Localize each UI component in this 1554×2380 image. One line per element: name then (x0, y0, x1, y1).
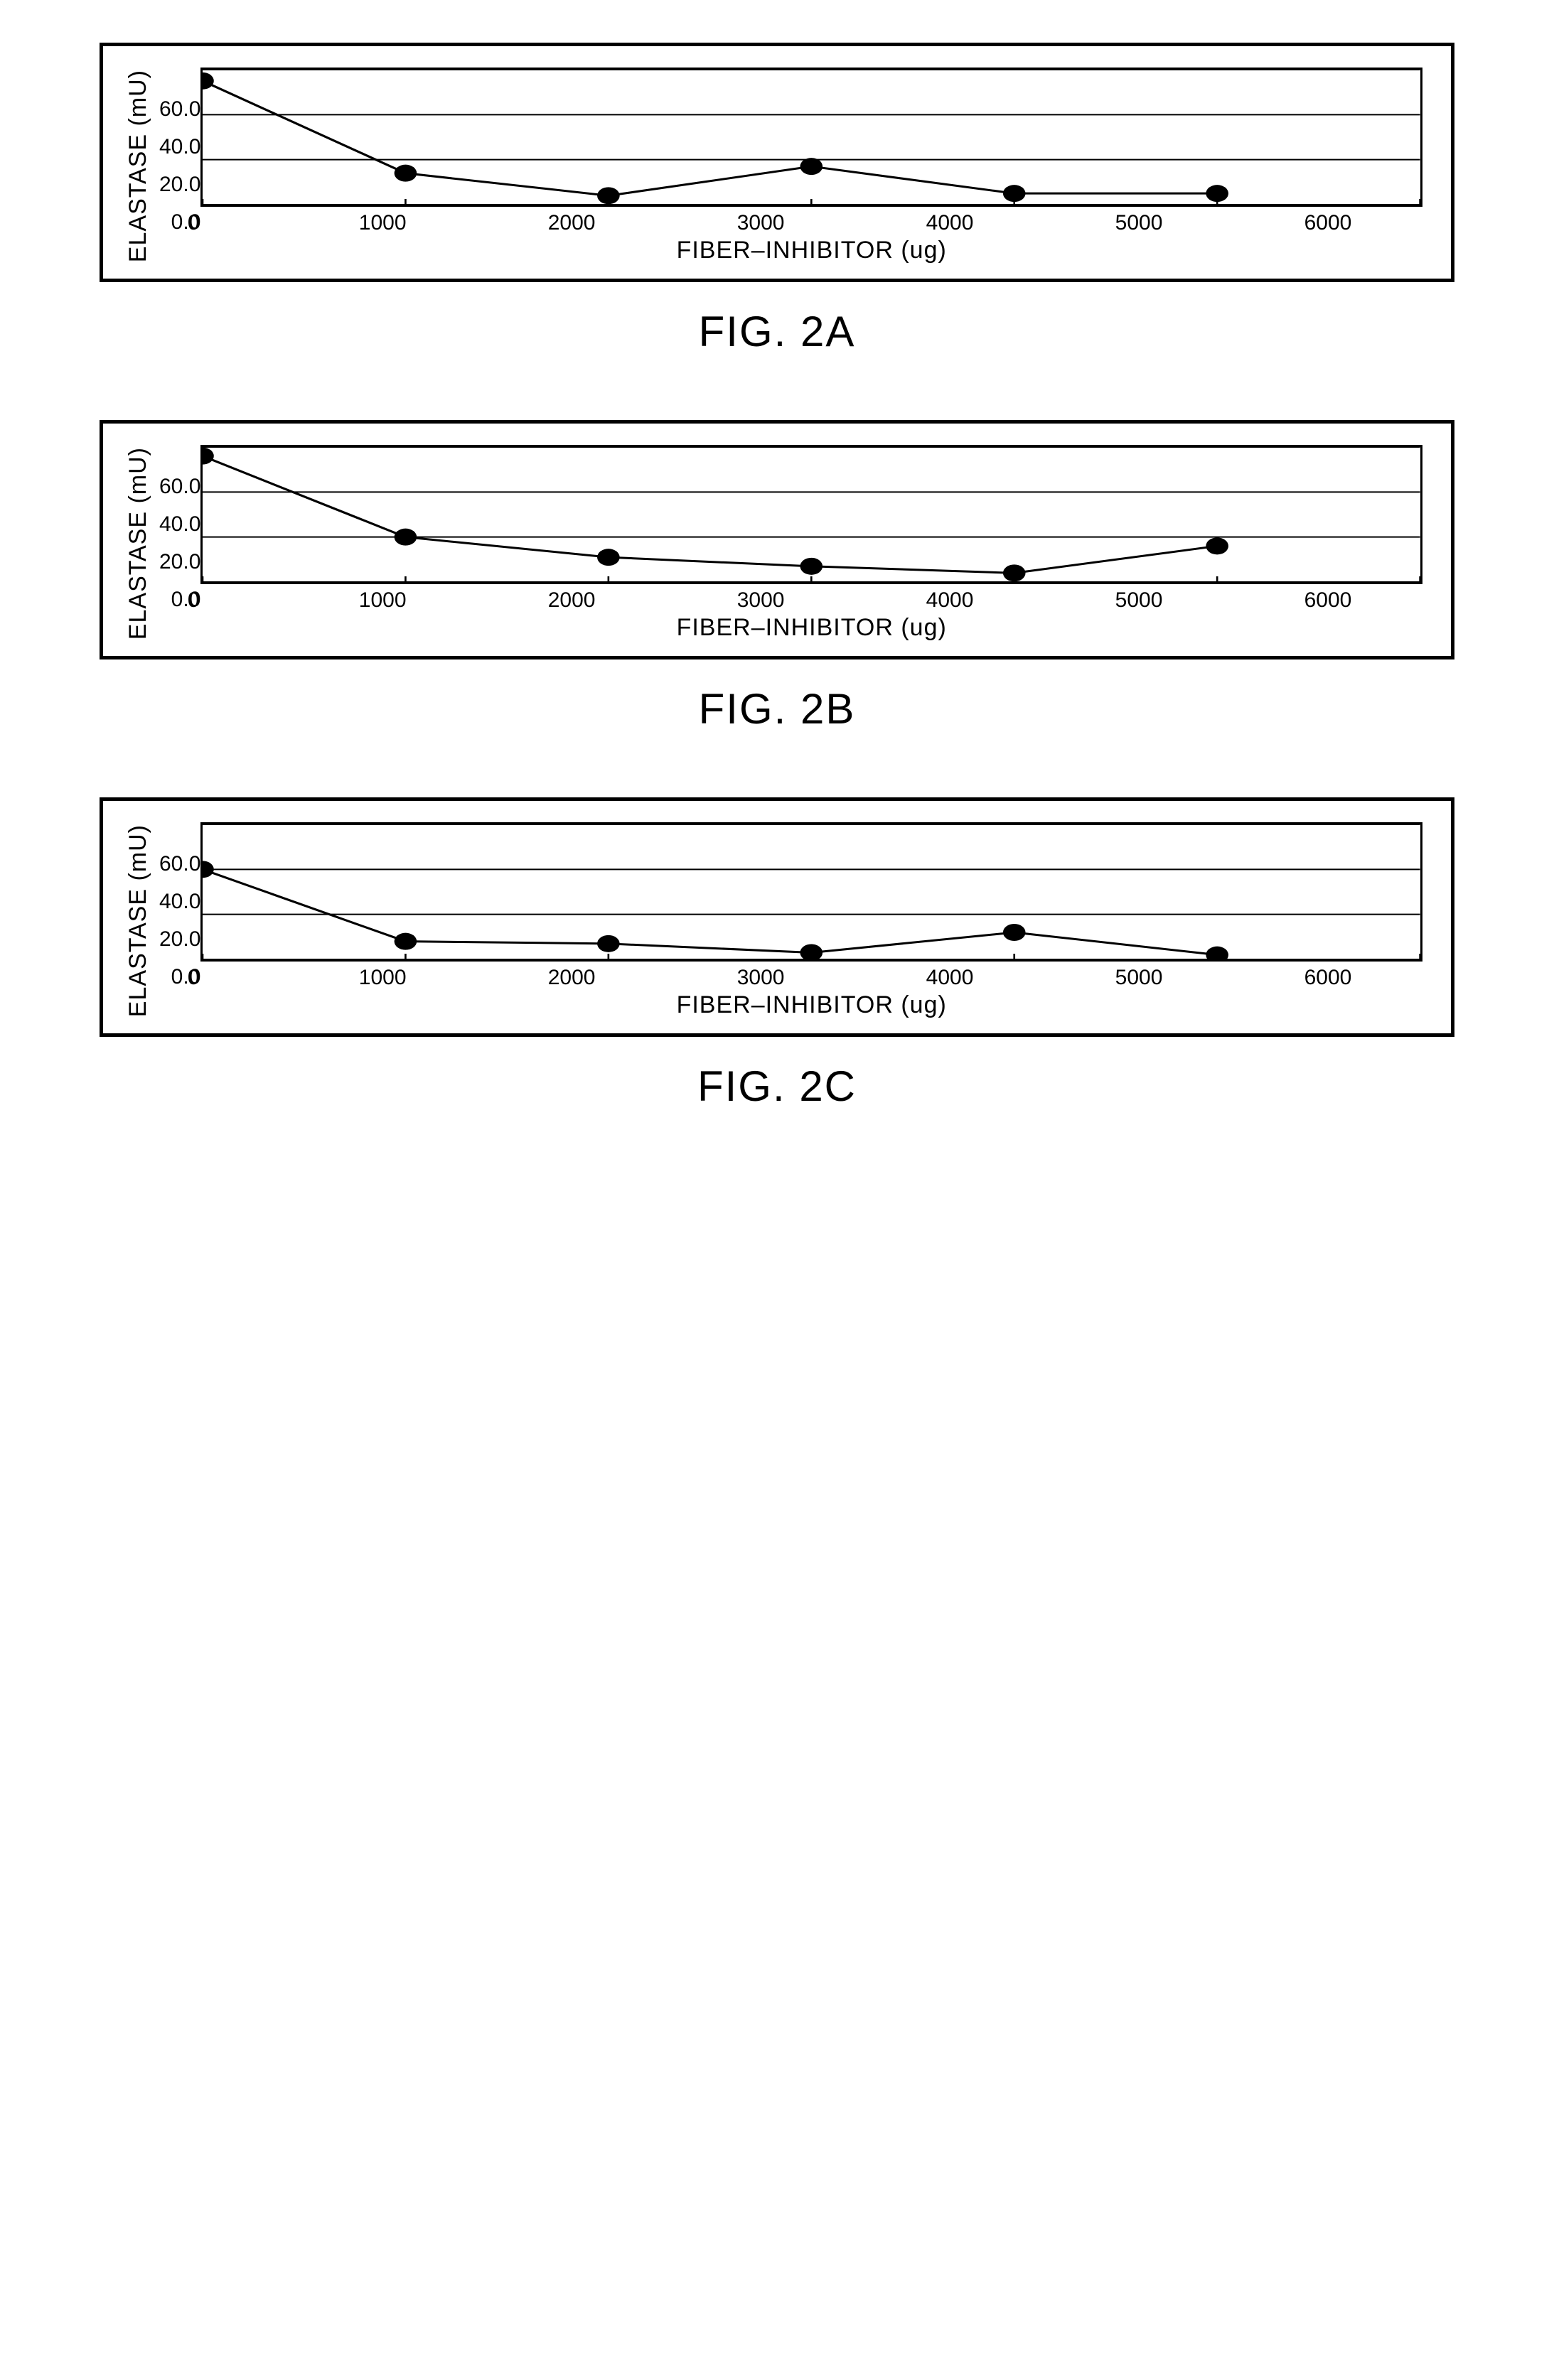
y-tick-label: 60.0 (159, 476, 200, 497)
data-marker (203, 448, 214, 465)
x-axis-ticks: 0100020003000400050006000 (200, 588, 1422, 613)
x-tick-label: 4000 (855, 966, 1044, 990)
data-marker (1206, 947, 1229, 959)
data-marker (800, 158, 823, 175)
figure-caption: FIG. 2B (100, 684, 1454, 733)
data-marker (1206, 185, 1229, 202)
x-tick-label: 2000 (477, 966, 666, 990)
data-line (203, 81, 1217, 195)
y-tick-label: 40.0 (159, 514, 200, 535)
chart-outer-box: ELASTASE (mU)60.040.020.00.0010002000300… (100, 420, 1454, 659)
chart-outer-box: ELASTASE (mU)60.040.020.00.0010002000300… (100, 43, 1454, 282)
data-marker (597, 549, 620, 566)
data-marker (1206, 537, 1229, 554)
x-tick-label: 4000 (855, 211, 1044, 235)
x-tick-label: 3000 (666, 588, 855, 613)
x-tick-label: 5000 (1044, 211, 1233, 235)
data-marker (203, 72, 214, 90)
x-tick-label: 1000 (288, 966, 477, 990)
data-marker (1003, 185, 1026, 202)
data-marker (597, 187, 620, 204)
x-tick-label: 4000 (855, 588, 1044, 613)
y-tick-label: 20.0 (159, 929, 200, 950)
chart-row: ELASTASE (mU)60.040.020.00.0010002000300… (124, 68, 1422, 264)
data-marker (203, 861, 214, 878)
plot-column: 0100020003000400050006000FIBER–INHIBITOR… (200, 68, 1422, 264)
y-tick-label: 40.0 (159, 136, 200, 158)
x-tick-label: 6000 (1233, 588, 1422, 613)
x-tick-label: 6000 (1233, 966, 1422, 990)
x-tick-label: 1000 (288, 211, 477, 235)
chart-row: ELASTASE (mU)60.040.020.00.0010002000300… (124, 445, 1422, 642)
data-marker (395, 529, 417, 546)
y-tick-label: 20.0 (159, 174, 200, 195)
plot-column: 0100020003000400050006000FIBER–INHIBITOR… (200, 445, 1422, 642)
x-tick-label: 5000 (1044, 966, 1233, 990)
data-marker (1003, 564, 1026, 581)
x-tick-label: 3000 (666, 966, 855, 990)
data-marker (597, 935, 620, 952)
y-axis-label: ELASTASE (mU) (124, 824, 152, 1017)
x-tick-label: 1000 (288, 588, 477, 613)
plot-area (200, 445, 1422, 584)
figure-caption: FIG. 2A (100, 307, 1454, 356)
x-tick-label: 2000 (477, 211, 666, 235)
fig-2c: ELASTASE (mU)60.040.020.00.0010002000300… (100, 797, 1454, 1111)
y-tick-label: 60.0 (159, 99, 200, 120)
chart-outer-box: ELASTASE (mU)60.040.020.00.0010002000300… (100, 797, 1454, 1037)
data-marker (800, 944, 823, 960)
x-tick-label: 2000 (477, 588, 666, 613)
chart-svg (203, 824, 1420, 959)
y-axis-label: ELASTASE (mU) (124, 447, 152, 640)
chart-svg (203, 70, 1420, 205)
data-marker (395, 165, 417, 182)
x-axis-ticks: 0100020003000400050006000 (200, 966, 1422, 990)
chart-svg (203, 447, 1420, 582)
plot-column: 0100020003000400050006000FIBER–INHIBITOR… (200, 822, 1422, 1019)
plot-area (200, 68, 1422, 207)
data-marker (800, 558, 823, 575)
y-axis-label: ELASTASE (mU) (124, 70, 152, 262)
x-tick-label: 5000 (1044, 588, 1233, 613)
data-line (203, 456, 1217, 574)
plot-area (200, 822, 1422, 962)
chart-row: ELASTASE (mU)60.040.020.00.0010002000300… (124, 822, 1422, 1019)
data-marker (1003, 924, 1026, 941)
fig-2a: ELASTASE (mU)60.040.020.00.0010002000300… (100, 43, 1454, 356)
x-axis-label: FIBER–INHIBITOR (ug) (200, 991, 1422, 1019)
y-tick-label: 60.0 (159, 854, 200, 875)
x-axis-label: FIBER–INHIBITOR (ug) (200, 237, 1422, 264)
fig-2b: ELASTASE (mU)60.040.020.00.0010002000300… (100, 420, 1454, 733)
x-tick-label: 3000 (666, 211, 855, 235)
y-tick-label: 20.0 (159, 551, 200, 573)
data-line (203, 869, 1217, 954)
x-axis-label: FIBER–INHIBITOR (ug) (200, 614, 1422, 642)
data-marker (395, 933, 417, 950)
y-tick-label: 40.0 (159, 891, 200, 912)
x-tick-label: 6000 (1233, 211, 1422, 235)
x-axis-ticks: 0100020003000400050006000 (200, 211, 1422, 235)
figure-caption: FIG. 2C (100, 1062, 1454, 1111)
